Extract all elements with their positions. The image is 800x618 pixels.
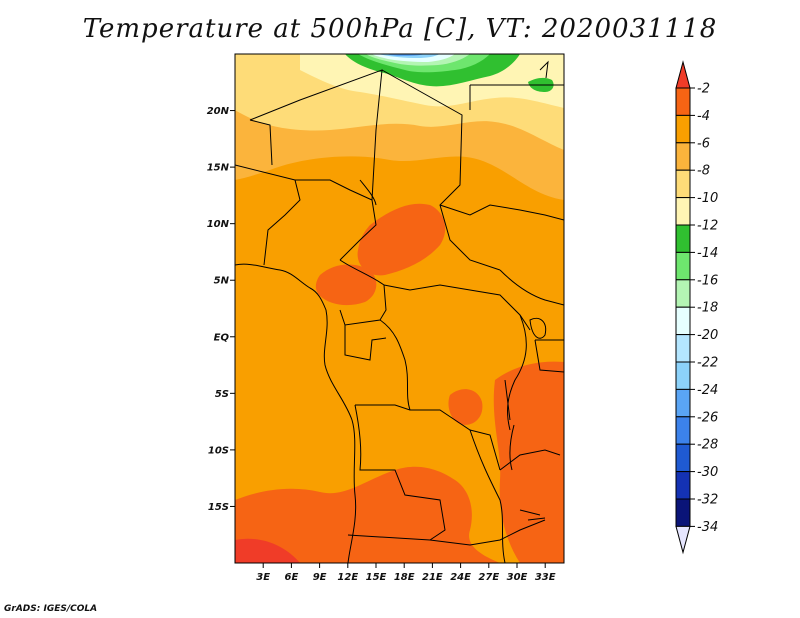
lat-tick-label: 20N	[207, 106, 230, 117]
lat-tick-label: 15S	[208, 502, 229, 513]
colorbar-swatch-7	[675, 279, 691, 308]
border-sudan-south	[439, 204, 564, 221]
colorbar-swatch-5	[675, 224, 691, 253]
colorbar-swatch-0	[675, 87, 691, 116]
colorbar-swatch-13	[675, 443, 691, 473]
lat-tick-label: 10N	[207, 219, 230, 230]
border-south-sudan	[499, 269, 564, 306]
border-kenya	[534, 339, 564, 373]
latitude-axis: 20N 15N 10N 5N EQ 5S 10S 15S	[207, 106, 235, 513]
colorbar-bottom-arrow	[675, 525, 691, 555]
border-benin	[263, 179, 301, 266]
colorbar-swatch-3	[675, 169, 691, 199]
lon-tick-label: 6E	[285, 572, 299, 583]
colorbar-swatch-10	[675, 361, 691, 390]
lon-tick-label: 15E	[366, 572, 387, 583]
colorbar-swatch-15	[675, 498, 691, 527]
colorbar-label: -20	[697, 328, 718, 343]
colorbar-label: -28	[697, 438, 718, 453]
colorbar-label: -24	[697, 383, 718, 398]
border-egypt	[469, 84, 564, 110]
field-warm-south	[235, 466, 500, 563]
colorbar-swatch-4	[675, 197, 691, 226]
colorbar-label: -18	[697, 301, 718, 316]
field-warm-sw	[235, 538, 300, 563]
colorbar-label: -12	[697, 219, 718, 234]
colorbar-label: -34	[697, 520, 718, 535]
longitude-axis: 3E 6E 9E 12E 15E 18E 21E 24E 27E 30E 33E	[256, 563, 556, 583]
colorbar-label: -10	[697, 191, 718, 206]
lake-chad	[359, 179, 377, 206]
border-gabon	[344, 325, 387, 361]
lat-tick-label: 5S	[215, 389, 229, 400]
colorbar-label: -26	[697, 410, 718, 425]
border-uganda-drc	[507, 314, 527, 431]
lon-tick-label: 21E	[422, 572, 443, 583]
lon-tick-label: 18E	[394, 572, 415, 583]
border-namibia	[347, 519, 546, 546]
colorbar-label: -16	[697, 273, 718, 288]
colorbar-label: -14	[697, 246, 718, 261]
colorbar-label: -30	[697, 465, 718, 480]
colorbar-swatch-1	[675, 114, 691, 144]
lon-tick-label: 9E	[313, 572, 327, 583]
credit-label: GrADS: IGES/COLA	[4, 604, 98, 614]
colorbar-label: -4	[697, 109, 710, 124]
colorbar-swatch-11	[675, 388, 691, 418]
lon-tick-label: 3E	[256, 572, 270, 583]
lake-kariba	[519, 509, 546, 521]
colorbar: -2 -4 -6 -8 -10 -12 -14 -16 -18 -20 -22 -24 -26 -28 -3…	[675, 60, 718, 555]
field-warm-east	[493, 361, 564, 563]
colorbar-label: -32	[697, 493, 718, 508]
colorbar-swatch-6	[675, 251, 691, 281]
lake-victoria	[529, 317, 547, 339]
lon-tick-label: 27E	[478, 572, 499, 583]
lon-tick-label: 12E	[337, 572, 358, 583]
colorbar-swatch-8	[675, 306, 691, 336]
colorbar-swatch-14	[675, 471, 691, 500]
map-frame	[234, 53, 565, 564]
coast-red-sea	[539, 60, 549, 79]
lake-tanganyika	[504, 379, 515, 471]
border-angola-south	[354, 404, 446, 541]
border-mali	[249, 119, 273, 166]
colorbar-label: -22	[697, 356, 718, 371]
lat-tick-label: EQ	[214, 332, 230, 343]
lat-tick-label: 10S	[208, 445, 229, 456]
border-zambia	[469, 429, 506, 563]
colorbar-swatch-2	[675, 142, 691, 171]
lon-tick-label: 33E	[535, 572, 556, 583]
map-title: Temperature at 500hPa [C], VT: 202003111…	[82, 14, 718, 44]
border-nigeria-niger	[235, 164, 377, 261]
colorbar-top-arrow	[675, 60, 691, 89]
border-drc-west	[379, 319, 501, 471]
coastline-west	[235, 263, 357, 563]
field-warm-patch	[448, 389, 483, 425]
country-borders	[235, 60, 564, 563]
border-tanzania	[499, 449, 561, 471]
lat-tick-label: 5N	[214, 276, 230, 287]
colorbar-swatch-12	[675, 416, 691, 445]
field-warm-central	[357, 203, 446, 276]
lon-tick-label: 30E	[507, 572, 528, 583]
lon-tick-label: 24E	[450, 572, 471, 583]
colorbar-swatch-9	[675, 334, 691, 363]
border-cameroon	[339, 259, 387, 326]
temperature-field	[235, 54, 564, 563]
border-angola-north	[355, 404, 411, 411]
colorbar-label: -2	[697, 82, 710, 97]
lat-tick-label: 15N	[207, 163, 230, 174]
colorbar-label: -8	[697, 164, 710, 179]
field-warm-cameroon	[315, 264, 377, 306]
colorbar-label: -6	[697, 136, 710, 151]
